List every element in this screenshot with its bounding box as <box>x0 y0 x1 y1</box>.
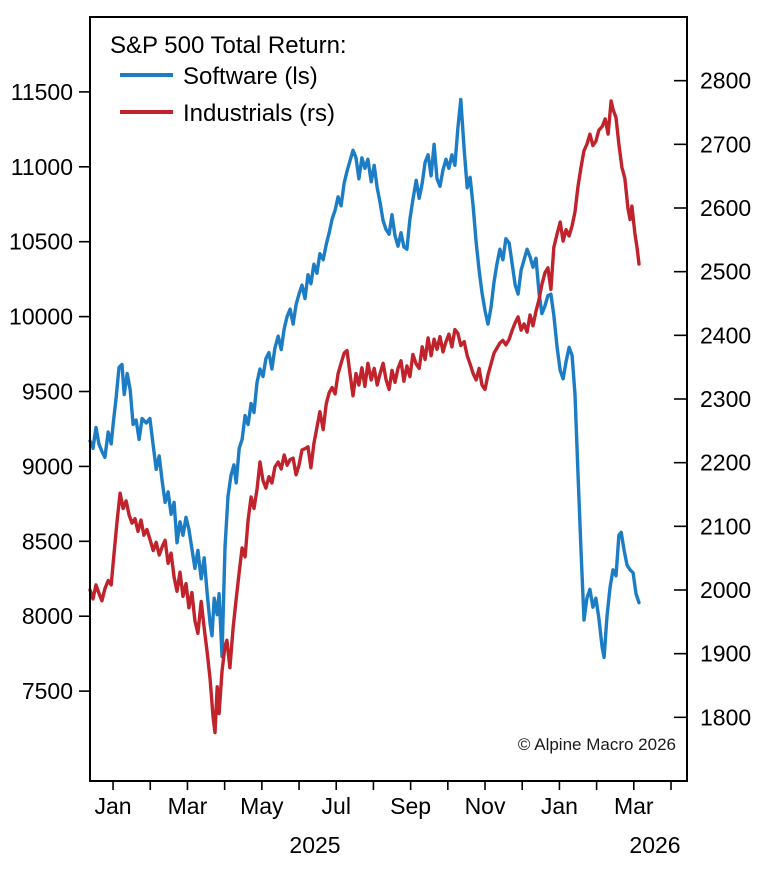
y-left-tick-label: 9000 <box>22 453 73 479</box>
plot-frame <box>89 16 688 782</box>
y-right-tick-label: 2500 <box>700 259 751 285</box>
series-line-industrials-rs <box>88 99 641 735</box>
y-right-tick-label: 2400 <box>700 322 751 348</box>
y-right-tick-label: 2300 <box>700 386 751 412</box>
y-left-tick-label: 11500 <box>11 79 73 105</box>
chart-title: S&P 500 Total Return: <box>110 32 347 59</box>
year-label-2026: 2026 <box>629 832 680 858</box>
legend-label-industrials: Industrials (rs) <box>183 100 335 127</box>
y-left-tick-label: 7500 <box>22 678 73 704</box>
series-line-software-ls <box>88 97 641 660</box>
x-month-label: May <box>240 793 284 819</box>
x-month-label: Jul <box>322 793 351 819</box>
y-right-tick-label: 2800 <box>700 68 751 94</box>
y-right-tick-label: 2000 <box>700 577 751 603</box>
x-month-label: Nov <box>465 793 506 819</box>
y-left-tick-label: 8500 <box>22 528 73 554</box>
y-right-tick-label: 1800 <box>700 704 751 730</box>
x-month-label: Sep <box>390 793 431 819</box>
y-right-tick-label: 2100 <box>700 513 751 539</box>
y-left-tick-label: 8000 <box>22 603 73 629</box>
legend-label-software: Software (ls) <box>183 63 318 90</box>
y-right-tick-label: 2600 <box>700 195 751 221</box>
x-month-label: Mar <box>168 793 208 819</box>
y-right-tick-label: 1900 <box>700 641 751 667</box>
watermark-copyright: © Alpine Macro 2026 <box>518 735 676 754</box>
y-right-tick-label: 2700 <box>700 131 751 157</box>
y-right-tick-label: 2200 <box>700 450 751 476</box>
y-left-tick-label: 10000 <box>9 304 73 330</box>
x-month-label: Mar <box>614 793 654 819</box>
y-left-tick-label: 10500 <box>9 229 73 255</box>
x-month-label: Jan <box>95 793 132 819</box>
y-left-tick-label: 9500 <box>22 379 73 405</box>
year-label-2025: 2025 <box>289 832 340 858</box>
y-left-tick-label: 11000 <box>11 154 73 180</box>
x-month-label: Jan <box>541 793 578 819</box>
